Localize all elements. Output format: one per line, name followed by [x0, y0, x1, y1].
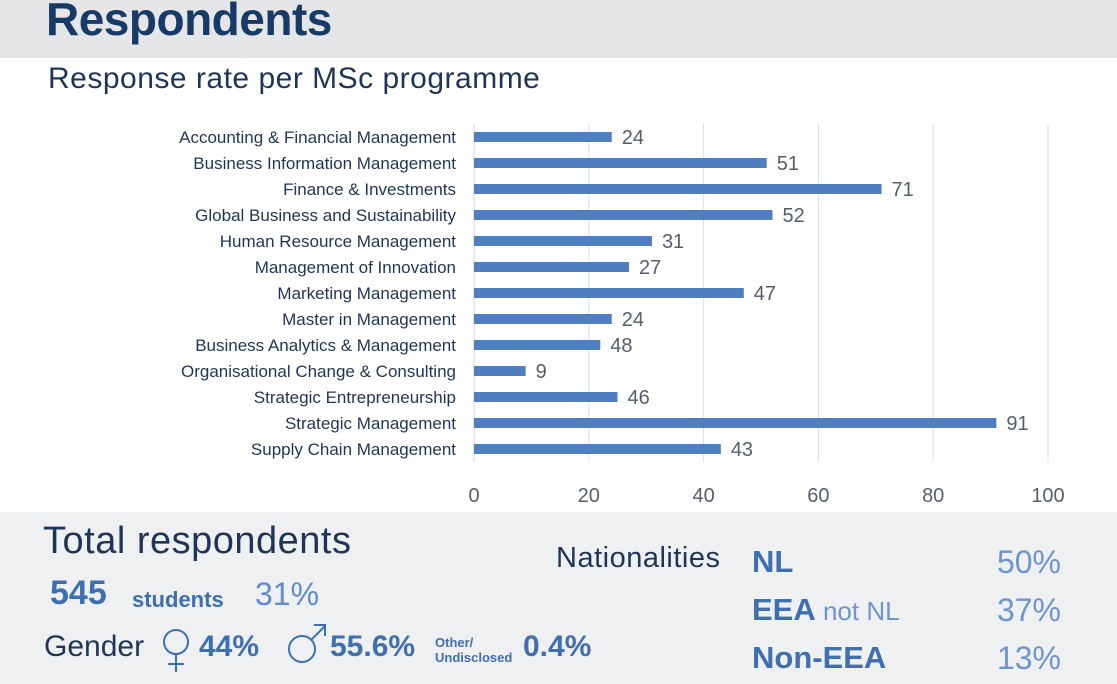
- nationality-eea: EEA not NL: [752, 592, 900, 628]
- data-label: 52: [782, 205, 804, 227]
- x-tick-label: 0: [468, 485, 479, 507]
- category-label: Global Business and Sustainability: [195, 206, 456, 225]
- data-label: 71: [892, 179, 914, 201]
- nationality-nl: NL: [752, 544, 793, 580]
- male-icon: [288, 624, 326, 663]
- bar: [474, 236, 652, 246]
- x-tick-label: 20: [578, 485, 600, 507]
- data-label: 43: [731, 439, 753, 461]
- other-gender-label: Other/ Undisclosed: [435, 635, 512, 665]
- female-percentage: 44%: [199, 630, 260, 663]
- data-label: 51: [777, 153, 799, 175]
- bar: [474, 262, 629, 272]
- nationalities-label: Nationalities: [556, 542, 721, 574]
- header-band: Respondents: [0, 0, 1117, 58]
- data-label: 48: [610, 335, 632, 357]
- bar: [474, 210, 773, 220]
- data-label: 31: [662, 231, 684, 253]
- nationality-non-eea-pct: 13%: [996, 640, 1061, 676]
- data-label: 47: [754, 283, 776, 305]
- other-label-line2: Undisclosed: [435, 650, 513, 665]
- x-tick-label: 100: [1031, 485, 1064, 507]
- data-label: 24: [622, 127, 644, 149]
- category-label: Supply Chain Management: [251, 440, 456, 459]
- category-label: Finance & Investments: [283, 180, 456, 199]
- bar: [474, 184, 882, 194]
- category-label: Strategic Management: [285, 414, 456, 433]
- data-label: 91: [1006, 413, 1028, 435]
- data-label: 46: [628, 387, 650, 409]
- nationality-eea-pct: 37%: [996, 592, 1061, 628]
- other-percentage: 0.4%: [523, 630, 592, 663]
- x-tick-label: 60: [807, 485, 829, 507]
- bar: [474, 366, 526, 376]
- nationality-name: Non-EEA: [752, 640, 887, 675]
- response-rate: 31%: [255, 576, 320, 612]
- category-label: Management of Innovation: [255, 258, 456, 277]
- summary-panel: [0, 512, 1117, 684]
- bar: [474, 132, 612, 142]
- data-label: 24: [622, 309, 644, 331]
- nationality-name: EEA: [752, 592, 816, 627]
- category-label: Business Analytics & Management: [195, 336, 456, 355]
- bar: [474, 340, 601, 350]
- category-label: Organisational Change & Consulting: [181, 362, 456, 381]
- category-label: Master in Management: [282, 310, 456, 329]
- bar-chart: Accounting & Financial Management 24 Busin…: [179, 124, 1065, 507]
- bar: [474, 418, 997, 428]
- respondent-count: 545: [50, 574, 107, 612]
- bar: [474, 314, 612, 324]
- female-icon: [163, 629, 189, 672]
- x-tick-label: 80: [922, 485, 944, 507]
- bar: [474, 158, 767, 168]
- bar: [474, 444, 721, 454]
- nationality-nl-pct: 50%: [996, 544, 1061, 580]
- category-label: Accounting & Financial Management: [179, 128, 456, 147]
- total-respondents-label: Total respondents: [43, 520, 352, 562]
- data-label: 9: [536, 361, 547, 383]
- bar: [474, 288, 744, 298]
- gender-label: Gender: [44, 630, 145, 663]
- respondent-unit: students: [132, 587, 224, 612]
- category-label: Strategic Entrepreneurship: [254, 388, 456, 407]
- nationality-name: NL: [752, 544, 794, 579]
- data-label: 27: [639, 257, 661, 279]
- category-label: Human Resource Management: [220, 232, 457, 251]
- other-label-line1: Other/: [435, 635, 474, 650]
- x-tick-label: 40: [692, 485, 714, 507]
- category-label: Marketing Management: [277, 284, 456, 303]
- chart-subtitle: Response rate per MSc programme: [48, 62, 541, 95]
- bar: [474, 392, 618, 402]
- nationality-non-eea: Non-EEA: [752, 640, 886, 676]
- nationality-suffix: not NL: [815, 596, 900, 626]
- page-title: Respondents: [46, 0, 332, 45]
- category-label: Business Information Management: [193, 154, 456, 173]
- male-percentage: 55.6%: [330, 630, 416, 663]
